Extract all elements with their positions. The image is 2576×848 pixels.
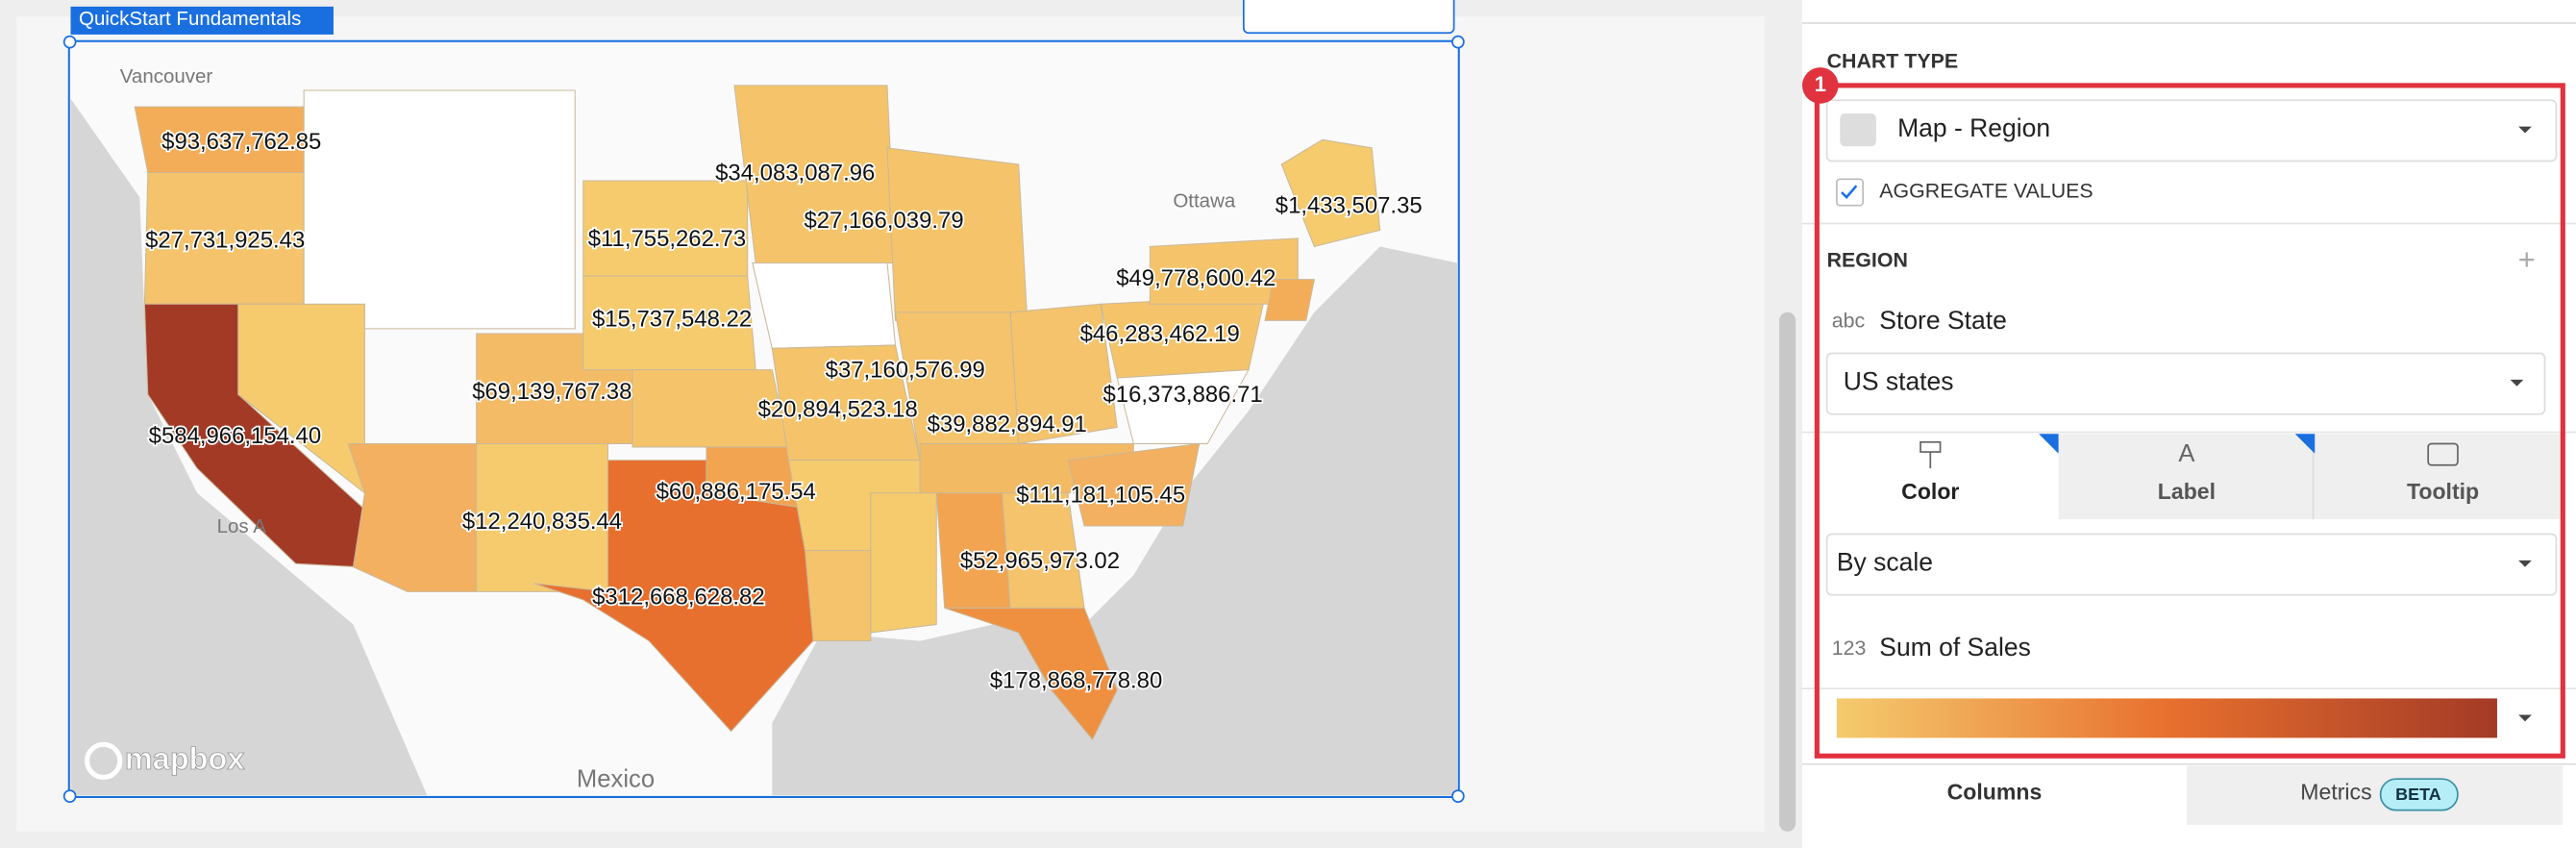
bottom-tab[interactable]: Columns bbox=[1947, 780, 2043, 805]
region-value: $37,160,576.99 bbox=[826, 358, 985, 384]
add-button[interactable]: + bbox=[2518, 242, 2536, 276]
region-value: $60,886,175.54 bbox=[656, 479, 816, 505]
field-name[interactable]: Sum of Sales bbox=[1879, 633, 2031, 661]
checkbox-label: AGGREGATE VALUES bbox=[1879, 180, 2093, 203]
region-value: $52,965,973.02 bbox=[960, 548, 1120, 574]
region-value: $312,668,628.82 bbox=[592, 584, 764, 610]
region-value: $15,737,548.22 bbox=[592, 307, 752, 333]
mapbox-logo bbox=[85, 741, 123, 781]
region-value: $1,433,507.35 bbox=[1276, 193, 1423, 219]
chart-type-dropdown[interactable] bbox=[1825, 99, 2558, 162]
dropdown-value: By scale bbox=[1837, 547, 1933, 576]
region-value: $49,778,600.42 bbox=[1116, 265, 1276, 291]
region-value: $584,966,154.40 bbox=[149, 423, 321, 449]
tab[interactable]: Label bbox=[2158, 479, 2216, 504]
place-label: Mexico bbox=[577, 766, 655, 793]
tab[interactable]: Tooltip bbox=[2407, 479, 2479, 504]
step-badge-text: 1 bbox=[1815, 72, 1826, 96]
region-value: $12,240,835.44 bbox=[462, 509, 622, 535]
element-tag-text: QuickStart Fundamentals bbox=[79, 8, 301, 30]
region-value: $11,755,262.73 bbox=[588, 226, 746, 252]
region-value: $69,139,767.38 bbox=[472, 379, 632, 405]
toolbar-button[interactable] bbox=[1242, 0, 1455, 35]
region-value: $46,283,462.19 bbox=[1080, 321, 1240, 347]
selection-frame[interactable] bbox=[67, 39, 1460, 799]
place-label: Vancouver bbox=[120, 65, 213, 87]
color-scale[interactable] bbox=[1836, 698, 2497, 738]
region-value: $27,731,925.43 bbox=[145, 228, 305, 254]
region-value: $34,083,087.96 bbox=[715, 161, 875, 187]
section-heading: CHART TYPE bbox=[1827, 50, 1958, 73]
dropdown-value: US states bbox=[1844, 366, 1954, 395]
field-type: 123 bbox=[1832, 636, 1867, 660]
region-value: $20,894,523.18 bbox=[758, 397, 918, 423]
region-value: $27,166,039.79 bbox=[804, 208, 963, 234]
section-heading: REGION bbox=[1827, 248, 1908, 271]
bottom-tab[interactable]: Metrics bbox=[2300, 780, 2371, 805]
highlight-box bbox=[1814, 83, 2565, 759]
color-mode-dropdown[interactable] bbox=[1825, 533, 2558, 596]
region-dropdown[interactable] bbox=[1825, 352, 2546, 415]
region-value: $111,181,105.45 bbox=[1016, 483, 1185, 509]
place-label: Ottawa bbox=[1173, 190, 1236, 212]
step-badge bbox=[1801, 67, 1839, 104]
beta-badge bbox=[2379, 778, 2459, 811]
region-value: $178,868,778.80 bbox=[990, 668, 1162, 694]
element-tag bbox=[70, 6, 334, 35]
beta-text: BETA bbox=[2395, 785, 2441, 804]
region-value: $93,637,762.85 bbox=[161, 129, 321, 155]
region-value: $16,373,886.71 bbox=[1103, 382, 1263, 408]
field-type: abc bbox=[1832, 310, 1866, 333]
place-label: Los A bbox=[217, 515, 267, 537]
map bbox=[70, 42, 1458, 796]
svg-text:A: A bbox=[2178, 440, 2195, 467]
dropdown-value: Map - Region bbox=[1897, 113, 2050, 142]
field-name[interactable]: Store State bbox=[1879, 306, 2007, 335]
scrollbar[interactable] bbox=[1779, 312, 1796, 832]
region-value: $39,882,894.91 bbox=[928, 412, 1087, 437]
tab[interactable]: Color bbox=[1901, 479, 1959, 504]
attribution: mapbox bbox=[125, 741, 245, 776]
